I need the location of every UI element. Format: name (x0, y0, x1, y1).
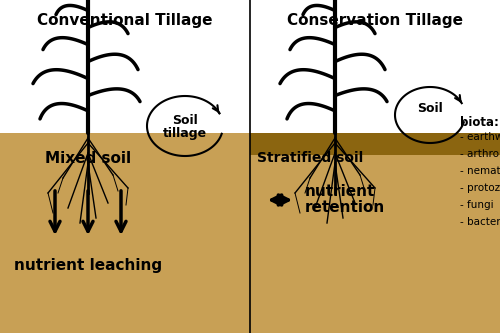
Text: nutrient leaching: nutrient leaching (14, 258, 162, 273)
Bar (250, 133, 500, 333)
Text: retention: retention (305, 200, 385, 215)
Text: biota:: biota: (460, 117, 499, 130)
Text: Soil: Soil (417, 103, 443, 116)
Text: Soil: Soil (172, 114, 198, 127)
Text: - bacteria: - bacteria (460, 217, 500, 227)
Text: Stratified soil: Stratified soil (257, 151, 363, 165)
Text: - nematodes: - nematodes (460, 166, 500, 176)
Text: Conservation Tillage: Conservation Tillage (287, 13, 463, 28)
Text: Mixed soil: Mixed soil (45, 151, 131, 166)
Text: - fungi: - fungi (460, 200, 494, 210)
Text: - arthropods: - arthropods (460, 149, 500, 159)
Bar (0, 133, 250, 333)
Text: - earthworms: - earthworms (460, 132, 500, 142)
Text: nutrient: nutrient (305, 184, 376, 199)
Text: - protozoa: - protozoa (460, 183, 500, 193)
Text: Conventional Tillage: Conventional Tillage (37, 13, 213, 28)
Text: tillage: tillage (163, 128, 207, 141)
Bar (250, 133, 500, 155)
